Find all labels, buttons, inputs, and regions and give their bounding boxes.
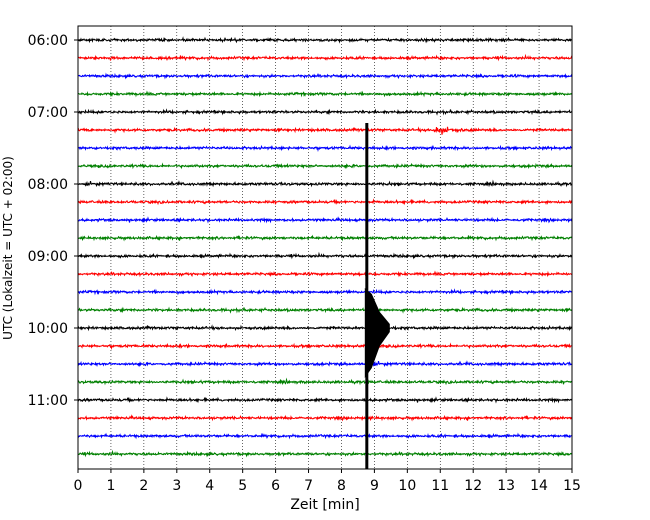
trace-line [77,179,573,188]
plot-frame [77,25,573,470]
trace-line [77,251,573,260]
trace-line [77,144,573,152]
trace-line [77,216,573,224]
y-tick-label: 09:00 [28,249,68,265]
x-tick-label: 14 [530,478,548,494]
trace-line [77,198,573,206]
y-tick-label: 11:00 [28,393,68,409]
y-tick-label: 06:00 [28,33,68,49]
x-tick-label: 0 [74,478,83,494]
seismic-traces [77,36,573,469]
trace-line [77,234,573,242]
x-tick-label: 6 [271,478,280,494]
x-tick-label: 13 [497,478,515,494]
trace-line [77,414,573,422]
x-tick-label: 7 [304,478,313,494]
x-tick-label: 15 [563,478,581,494]
x-axis-ticks: 0 1 2 3 4 5 6 7 8 9 10 11 12 13 14 15 [74,469,581,494]
plot-area-background [78,26,572,469]
x-tick-label: 9 [370,478,379,494]
y-axis-ticks: 06:00 07:00 08:00 09:00 10:00 11:00 [28,33,78,409]
trace-line [77,162,573,170]
trace-line [77,288,573,296]
trace-line [77,396,573,404]
trace-line [77,319,573,337]
x-tick-label: 11 [431,478,449,494]
trace-line [77,90,573,98]
x-tick-label: 12 [464,478,482,494]
trace-line [77,36,573,44]
x-tick-label: 1 [106,478,115,494]
x-tick-label: 2 [139,478,148,494]
trace-line [77,72,573,80]
trace-line [77,377,573,386]
trace-line [77,342,573,350]
trace-line [77,270,573,278]
x-axis-label: Zeit [min] [290,497,359,513]
vertical-grid [110,26,540,469]
trace-line [77,306,573,314]
x-tick-label: 8 [337,478,346,494]
trace-line [77,126,573,135]
x-tick-label: 5 [238,478,247,494]
y-tick-label: 08:00 [28,177,68,193]
earthquake-burst [364,288,390,378]
x-tick-label: 4 [205,478,214,494]
x-tick-label: 10 [398,478,416,494]
trace-line [77,432,573,440]
y-tick-label: 10:00 [28,321,68,337]
x-tick-label: 3 [172,478,181,494]
trace-line [77,108,573,116]
trace-line [77,360,573,368]
trace-line [77,449,573,458]
trace-line [77,53,573,62]
y-tick-label: 07:00 [28,105,68,121]
y-axis-label: UTC (Lokalzeit = UTC + 02:00) [1,156,15,340]
